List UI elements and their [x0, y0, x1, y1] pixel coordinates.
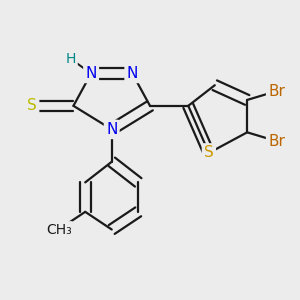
Text: N: N	[127, 66, 138, 81]
Text: S: S	[27, 98, 37, 113]
Text: Br: Br	[268, 84, 285, 99]
Text: S: S	[204, 146, 214, 160]
Text: Br: Br	[268, 134, 285, 149]
Text: N: N	[106, 122, 117, 137]
Text: CH₃: CH₃	[46, 223, 72, 236]
Text: N: N	[85, 66, 97, 81]
Text: H: H	[65, 52, 76, 66]
